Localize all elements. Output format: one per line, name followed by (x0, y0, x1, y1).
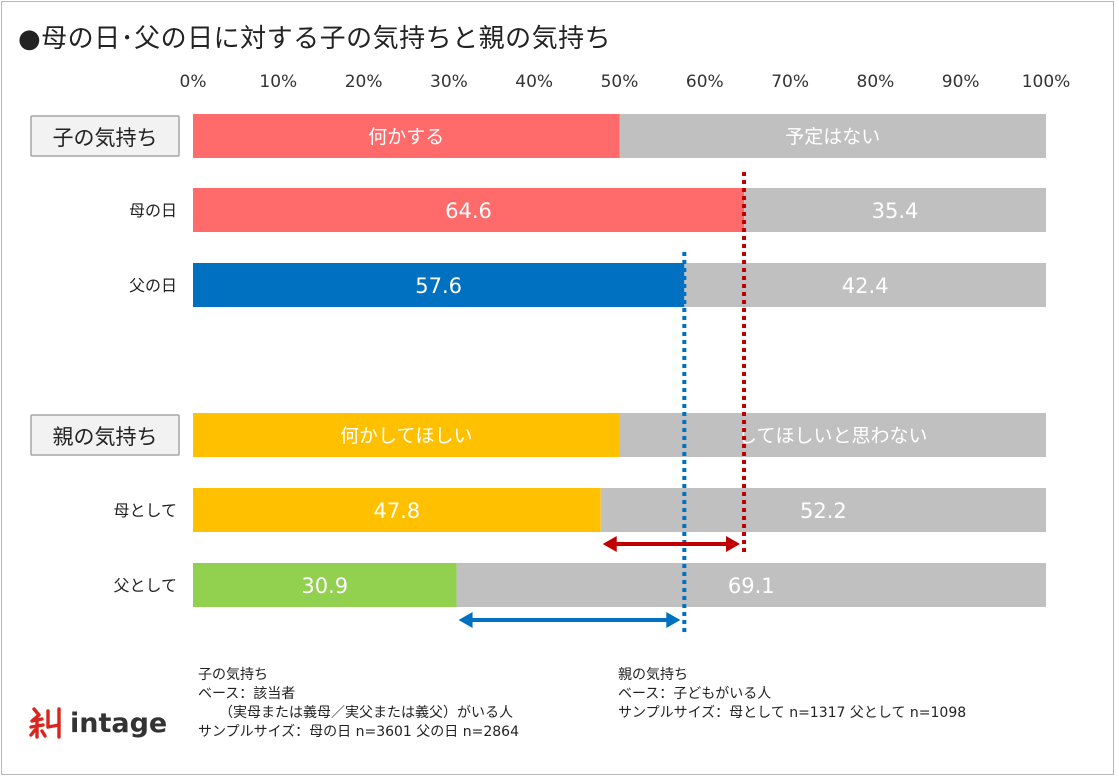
x-tick-label: 80% (857, 72, 895, 92)
x-tick-label: 0% (180, 72, 207, 92)
group-label: 子の気持ち (53, 126, 158, 150)
group-label-box (30, 115, 180, 157)
legend-label: してほしいと思わない (738, 425, 927, 447)
parent-note-sample: サンプルサイズ：母として n=1317 父として n=1098 (618, 705, 967, 721)
chart-title: ●母の日･父の日に対する子の気持ちと親の気持ち (18, 24, 612, 54)
bar-segment (456, 563, 1046, 607)
x-tick-label: 10% (259, 72, 297, 92)
row-label: 父として (113, 576, 177, 595)
row-label: 母の日 (129, 201, 177, 220)
child-note-base: ベース：該当者 (198, 686, 296, 702)
intage-mark-icon (29, 707, 61, 739)
bar-segment (193, 563, 457, 607)
gap-arrow-head-right (726, 536, 741, 552)
gap-arrow-head-right (666, 612, 681, 628)
legend-segment (193, 114, 620, 158)
x-tick-label: 70% (771, 72, 809, 92)
bar-value-label: 52.2 (800, 499, 847, 523)
group-label-box (30, 414, 180, 456)
child-note-base-detail: （実母または義母／実父または義父）がいる人 (198, 705, 513, 721)
bar-segment (193, 488, 601, 532)
intage-logo-text: intage (70, 707, 168, 739)
x-tick-label: 90% (942, 72, 980, 92)
legend-segment (619, 413, 1046, 457)
bar-segment (600, 488, 1046, 532)
bar-value-label: 42.4 (842, 274, 889, 298)
x-tick-label: 60% (686, 72, 724, 92)
bar-value-label: 47.8 (373, 499, 420, 523)
x-tick-label: 30% (430, 72, 468, 92)
legend-segment (619, 114, 1046, 158)
parent-notes: 親の気持ち ベース：子どもがいる人 サンプルサイズ：母として n=1317 父と… (618, 666, 966, 723)
child-note-heading: 子の気持ち (198, 667, 268, 683)
bar-segment (744, 188, 1046, 232)
child-note-sample: サンプルサイズ：母の日 n=3601 父の日 n=2864 (198, 724, 519, 740)
bar-segment (193, 188, 745, 232)
row-label: 父の日 (129, 276, 177, 295)
x-tick-label: 20% (345, 72, 383, 92)
legend-label: 何かしてほしい (340, 425, 472, 447)
child-notes: 子の気持ち ベース：該当者 （実母または義母／実父または義父）がいる人 サンプル… (198, 666, 519, 742)
legend-segment (193, 413, 620, 457)
x-tick-label: 50% (601, 72, 639, 92)
bar-segment (193, 263, 685, 307)
row-label: 母として (113, 501, 177, 520)
group-label: 親の気持ち (53, 425, 158, 449)
intage-logo: intage (26, 703, 167, 743)
gap-arrow-head-left (458, 612, 473, 628)
bar-value-label: 57.6 (415, 274, 462, 298)
gap-arrow-head-left (602, 536, 617, 552)
bar-value-label: 35.4 (872, 199, 919, 223)
bar-value-label: 69.1 (728, 574, 775, 598)
parent-note-heading: 親の気持ち (618, 667, 688, 683)
legend-label: 予定はない (785, 126, 880, 148)
bar-value-label: 64.6 (445, 199, 492, 223)
parent-note-base: ベース：子どもがいる人 (618, 686, 772, 702)
legend-label: 何かする (368, 126, 444, 148)
x-tick-label: 100% (1022, 72, 1071, 92)
bar-value-label: 30.9 (301, 574, 348, 598)
x-tick-label: 40% (515, 72, 553, 92)
